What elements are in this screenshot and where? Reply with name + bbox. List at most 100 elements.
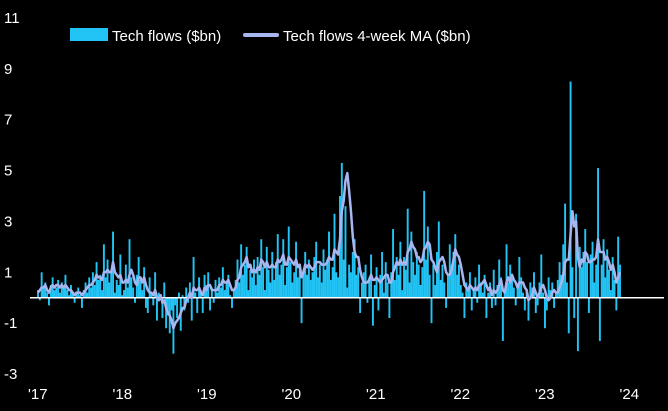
flow-bar <box>600 264 603 298</box>
flow-bar <box>578 246 581 298</box>
flow-bar <box>437 221 440 298</box>
flow-bar <box>300 297 303 324</box>
flow-bar <box>375 267 378 298</box>
flow-bar <box>46 292 49 298</box>
flow-bar <box>397 274 400 298</box>
flow-bar <box>311 272 314 298</box>
flow-bar <box>73 297 76 303</box>
flow-bar <box>619 264 621 298</box>
flow-bar <box>38 297 41 301</box>
flow-bar <box>271 251 274 298</box>
flow-bar <box>51 277 54 298</box>
x-tick-label: '23 <box>535 386 555 403</box>
legend: Tech flows ($bn) Tech flows 4-week MA ($… <box>70 28 471 45</box>
flow-bar <box>225 282 228 298</box>
flow-bar <box>479 282 482 298</box>
flow-bar <box>132 287 135 298</box>
flow-bar <box>265 246 268 298</box>
flow-bar <box>498 259 501 298</box>
flow-bar <box>511 274 513 298</box>
x-tick-label: '20 <box>282 386 302 403</box>
flow-bar <box>295 241 298 298</box>
flow-bar <box>141 290 144 298</box>
flow-bar <box>245 246 248 298</box>
flow-bar <box>544 297 546 329</box>
flow-bar <box>362 272 365 298</box>
flow-bar <box>476 297 479 303</box>
flow-bar <box>523 297 526 311</box>
y-tick-label: -3 <box>4 366 17 383</box>
flow-bar <box>611 257 614 298</box>
flow-bar <box>399 241 402 298</box>
flow-bar <box>44 282 47 298</box>
flow-bar <box>364 264 367 298</box>
flow-bar <box>598 297 601 341</box>
flow-bar <box>564 203 567 298</box>
flow-bar <box>529 282 532 298</box>
flow-bar <box>156 297 158 321</box>
flow-bar <box>302 269 305 298</box>
flow-bar <box>128 239 131 298</box>
flow-bar <box>436 251 438 298</box>
flow-bar <box>57 279 60 298</box>
flow-bar <box>461 292 464 298</box>
flow-bar <box>481 292 484 298</box>
flow-bar <box>247 290 250 298</box>
flow-bar <box>500 277 502 298</box>
flow-bar <box>434 285 437 298</box>
flow-bar <box>415 251 418 298</box>
flow-bar <box>392 229 395 298</box>
flow-bar <box>582 251 585 298</box>
flow-bar <box>558 262 561 298</box>
flow-bar <box>602 239 605 298</box>
flow-bar <box>59 292 61 298</box>
flow-bar <box>516 285 519 298</box>
flow-bar <box>90 287 93 298</box>
flow-bar <box>425 259 427 298</box>
x-tick-label: '18 <box>113 386 133 403</box>
flow-bar <box>348 264 351 298</box>
flow-bar <box>309 279 312 298</box>
flow-bar <box>243 264 246 298</box>
flow-bar <box>324 269 327 298</box>
flow-bar <box>320 282 323 298</box>
flow-bar <box>134 297 136 303</box>
flow-bar <box>576 297 579 352</box>
flow-bar <box>42 287 45 298</box>
flow-bar <box>447 274 449 298</box>
y-tick-label: 11 <box>4 10 20 27</box>
flow-bar <box>556 279 559 298</box>
flow-bar <box>337 277 340 298</box>
flow-bar <box>485 297 488 319</box>
ma-line <box>36 171 622 330</box>
y-tick-label: 7 <box>4 112 12 129</box>
flow-bar <box>419 285 422 298</box>
flow-bar <box>317 277 319 298</box>
flow-bar <box>154 272 157 298</box>
flow-bar <box>313 257 316 298</box>
flow-bar <box>571 267 574 298</box>
flow-bar <box>205 285 208 298</box>
flow-bar <box>91 272 94 298</box>
flow-bar <box>501 297 504 341</box>
flow-bar <box>115 279 118 298</box>
flow-bar <box>75 292 78 298</box>
flow-bar <box>593 282 596 298</box>
flow-bar <box>253 259 255 298</box>
flow-bar <box>322 249 325 298</box>
flow-bar <box>278 274 281 298</box>
flow-bar <box>554 292 557 298</box>
flow-bar <box>95 262 98 298</box>
flow-bar <box>260 239 263 298</box>
flow-bar <box>220 287 222 298</box>
flow-bar <box>381 251 384 298</box>
flow-bar <box>393 279 396 298</box>
flow-bar <box>553 297 556 308</box>
flow-bar <box>533 272 535 298</box>
flow-bar <box>318 264 321 298</box>
y-tick-label: 9 <box>4 61 12 78</box>
flow-bar <box>97 279 100 298</box>
flow-bar <box>617 236 620 298</box>
flow-bar <box>478 264 481 298</box>
